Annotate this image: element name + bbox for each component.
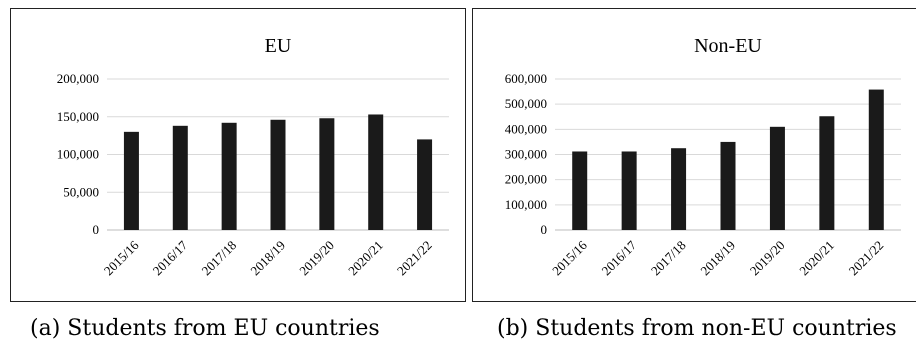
x-tick-label: 2018/19	[247, 238, 288, 279]
bar	[720, 141, 736, 230]
chart-title: Non-EU	[694, 35, 762, 57]
bar	[172, 125, 188, 230]
chart-panel-eu: EU 0 50,000 100,000 150,000 200,000 2015/16 201…	[10, 8, 466, 302]
x-tick-label: 2016/17	[150, 237, 191, 278]
bar	[417, 139, 433, 230]
x-tick-label: 2019/20	[747, 238, 788, 279]
caption-non-eu: (b) Students from non-EU countries	[497, 316, 897, 341]
y-tick-label: 200,000	[505, 172, 547, 187]
x-tick-label: 2020/21	[345, 238, 386, 279]
x-tick-label: 2020/21	[796, 238, 837, 279]
bar	[368, 114, 384, 230]
y-tick-label: 50,000	[63, 184, 99, 199]
x-tick-label: 2017/18	[648, 238, 689, 279]
x-tick-label: 2021/22	[394, 238, 435, 279]
x-tick-label: 2017/18	[199, 238, 240, 279]
bar	[671, 148, 687, 230]
bar	[572, 151, 588, 230]
bar	[123, 131, 139, 230]
chart-title: EU	[265, 35, 292, 57]
x-tick-label: 2015/16	[101, 237, 142, 278]
x-tick-label: 2018/19	[697, 238, 738, 279]
bar	[319, 118, 335, 230]
y-tick-label: 0	[93, 222, 100, 237]
bar	[819, 116, 835, 230]
y-tick-label: 400,000	[505, 121, 547, 136]
y-tick-label: 300,000	[505, 147, 547, 162]
y-tick-label: 600,000	[505, 71, 547, 86]
caption-eu: (a) Students from EU countries	[30, 316, 380, 341]
y-tick-label: 200,000	[57, 71, 99, 86]
y-tick-label: 0	[541, 222, 548, 237]
y-tick-label: 150,000	[57, 109, 99, 124]
x-tick-label: 2019/20	[296, 238, 337, 279]
bar	[270, 119, 286, 230]
chart-non-eu: Non-EU 0 100,000 200,000 300,000 400,000 500,0…	[505, 35, 901, 279]
y-tick-label: 500,000	[505, 96, 547, 111]
chart-panel-non-eu: Non-EU 0 100,000 200,000 300,000 400,000 500,0…	[472, 8, 916, 302]
bar	[621, 151, 637, 230]
bar	[221, 122, 237, 230]
bar	[868, 89, 884, 230]
bar	[769, 126, 785, 230]
y-tick-label: 100,000	[57, 147, 99, 162]
y-tick-label: 100,000	[505, 197, 547, 212]
x-tick-label: 2016/17	[599, 237, 640, 278]
x-tick-label: 2021/22	[846, 238, 887, 279]
x-tick-label: 2015/16	[549, 237, 590, 278]
